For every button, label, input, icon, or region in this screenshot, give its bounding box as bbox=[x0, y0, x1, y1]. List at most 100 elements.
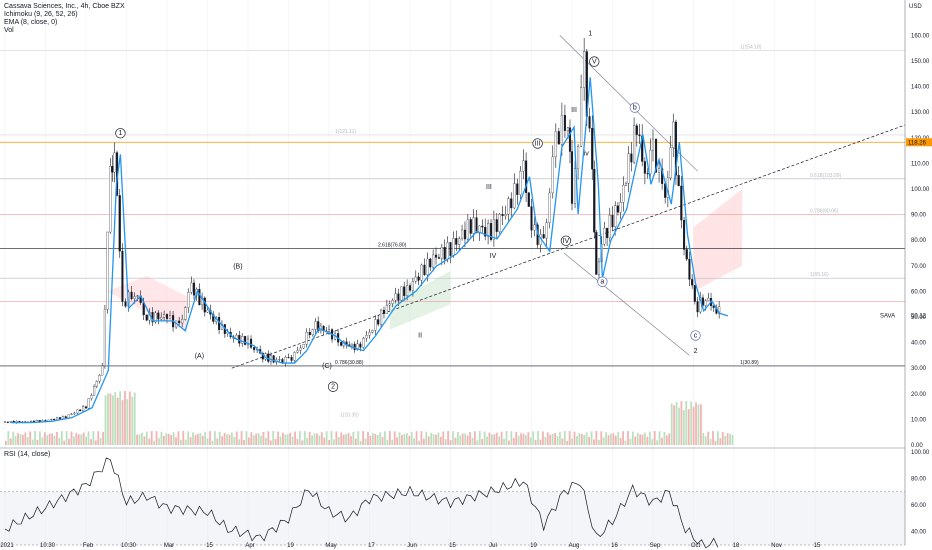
volume-bar bbox=[111, 395, 114, 445]
volume-bar bbox=[724, 435, 727, 445]
volume-bar bbox=[665, 435, 668, 445]
volume-bar bbox=[99, 437, 102, 445]
candle-body bbox=[680, 185, 683, 221]
volume-bar bbox=[126, 399, 129, 445]
volume-bar bbox=[347, 432, 350, 445]
candle-body bbox=[165, 314, 169, 319]
volume-bar bbox=[483, 431, 486, 445]
volume-bar bbox=[461, 433, 464, 445]
volume-bar bbox=[520, 433, 522, 445]
time-tick-label: 16 bbox=[611, 543, 618, 549]
volume-bar bbox=[469, 432, 471, 445]
wave-1: 1 bbox=[118, 130, 122, 137]
candle-body bbox=[130, 291, 133, 299]
candle-body bbox=[121, 250, 124, 302]
ema-legend[interactable]: EMA (8, close, 0) bbox=[4, 19, 58, 26]
candle-body bbox=[568, 127, 572, 152]
volume-bar bbox=[248, 437, 250, 445]
candle-body bbox=[683, 219, 686, 250]
candle-body bbox=[154, 312, 157, 323]
volume-bar bbox=[456, 432, 459, 445]
volume-bar bbox=[614, 435, 617, 445]
candle-body bbox=[525, 160, 528, 193]
volume-bar bbox=[408, 435, 411, 445]
volume-bar bbox=[92, 431, 95, 445]
ticker-label: SAVA bbox=[880, 314, 895, 320]
candle-body bbox=[124, 301, 127, 307]
volume-bar bbox=[170, 435, 173, 445]
candle-body bbox=[118, 195, 121, 252]
volume-bar bbox=[508, 440, 510, 445]
wave-ii: II bbox=[418, 332, 422, 339]
price-tick-label: 140.00 bbox=[911, 85, 930, 91]
volume-bar bbox=[379, 432, 382, 445]
candle-body bbox=[484, 226, 487, 237]
time-tick-label: Nov bbox=[771, 543, 782, 549]
volume-bar bbox=[376, 434, 379, 445]
candle-body bbox=[70, 413, 73, 415]
volume-bar bbox=[233, 436, 236, 445]
volume-bar bbox=[51, 433, 53, 445]
symbol-title[interactable]: Cassava Sciences, Inc., 4h, Cboe BZX bbox=[4, 3, 125, 10]
candle-body bbox=[685, 249, 688, 260]
volume-bar bbox=[403, 433, 406, 445]
candle-body bbox=[654, 138, 658, 173]
candle-body bbox=[411, 281, 414, 291]
volume-bar bbox=[107, 393, 109, 445]
volume-bar bbox=[342, 434, 345, 445]
price-tick-label: 50.00 bbox=[911, 315, 927, 321]
wave-b: (B) bbox=[233, 263, 242, 270]
volume-bar bbox=[692, 406, 695, 445]
candle-body bbox=[244, 336, 247, 345]
volume-bar bbox=[670, 403, 673, 445]
volume-bar bbox=[243, 440, 245, 445]
ichimoku-legend[interactable]: Ichimoku (9, 26, 52, 26) bbox=[4, 11, 78, 18]
price-tick-label: 130.00 bbox=[911, 110, 930, 116]
volume-bar bbox=[19, 434, 22, 445]
candle-body bbox=[50, 419, 53, 421]
volume-bar bbox=[673, 405, 676, 445]
volume-bar bbox=[267, 431, 270, 445]
time-tick-label: Feb bbox=[83, 543, 94, 549]
volume-bar bbox=[87, 431, 90, 445]
volume-bar bbox=[437, 432, 440, 445]
candle-body bbox=[163, 314, 166, 318]
candle-body bbox=[3, 421, 7, 423]
candle-body bbox=[382, 309, 386, 314]
candle-body bbox=[417, 276, 420, 281]
candle-body bbox=[365, 335, 368, 339]
candle-body bbox=[630, 153, 633, 163]
volume-bar bbox=[345, 434, 347, 445]
candle-body bbox=[487, 223, 490, 237]
volume-bar bbox=[454, 437, 457, 445]
wave-a-circled: a bbox=[600, 279, 604, 286]
volume-bar bbox=[221, 436, 224, 445]
channel-line bbox=[559, 35, 698, 172]
volume-bar bbox=[578, 433, 581, 445]
volume-bar bbox=[473, 431, 476, 445]
candle-body bbox=[368, 332, 371, 336]
candle-body bbox=[429, 258, 432, 268]
candle-body bbox=[317, 321, 320, 332]
candle-body bbox=[299, 347, 302, 351]
candle-body bbox=[566, 127, 569, 131]
volume-bar bbox=[284, 434, 287, 445]
time-tick-label: 15 bbox=[449, 543, 456, 549]
volume-bar bbox=[138, 434, 141, 445]
volume-bar bbox=[41, 437, 44, 445]
candle-body bbox=[111, 166, 114, 173]
volume-legend[interactable]: Vol bbox=[4, 27, 14, 34]
volume-bar bbox=[668, 433, 671, 445]
volume-bar bbox=[291, 436, 294, 445]
volume-bar bbox=[563, 431, 566, 445]
candle-body bbox=[627, 153, 630, 184]
rsi-legend[interactable]: RSI (14, close) bbox=[4, 451, 51, 458]
volume-bar bbox=[510, 431, 513, 445]
candle-body bbox=[426, 258, 429, 276]
time-tick-label: 18 bbox=[733, 543, 740, 549]
volume-bar bbox=[218, 431, 221, 445]
volume-bar bbox=[731, 435, 734, 445]
